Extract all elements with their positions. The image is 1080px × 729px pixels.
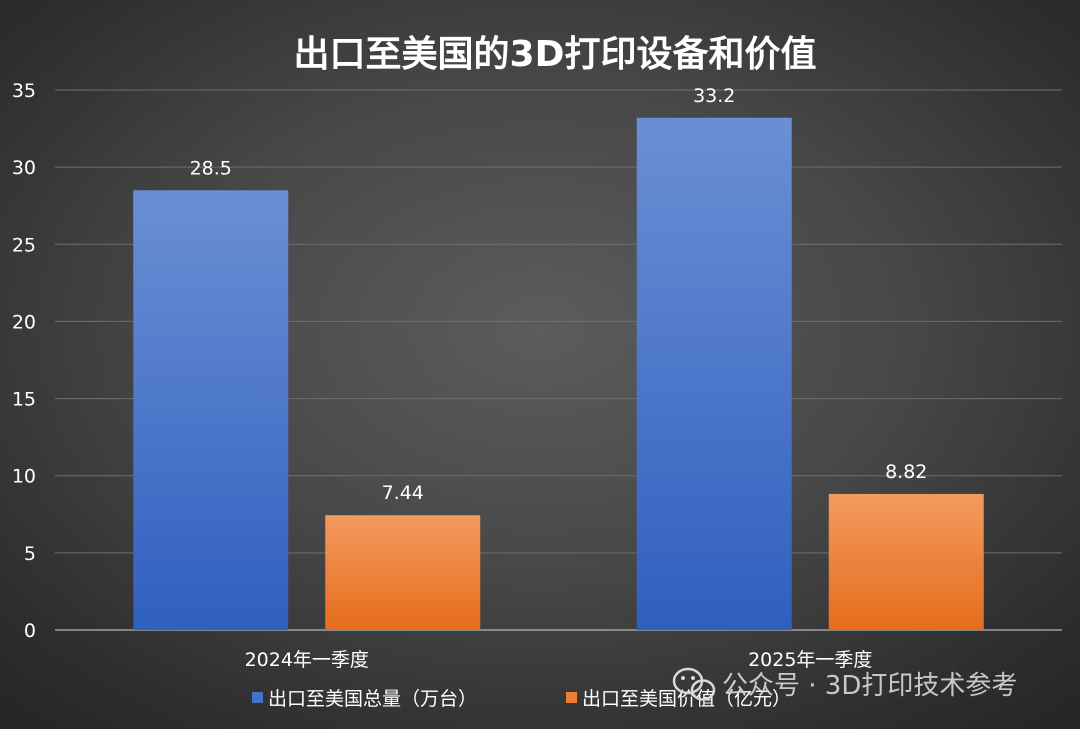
wechat-icon [672,667,716,701]
watermark: 公众号 · 3D打印技术参考 [672,667,1017,701]
y-tick-label: 5 [24,543,36,565]
legend-label: 出口至美国总量（万台） [268,688,477,710]
legend-label: 出口至美国价值（亿元） [582,688,791,710]
y-tick-label: 30 [12,157,36,179]
bar-volume [133,190,289,631]
y-tick-label: 35 [12,80,36,102]
data-labels: 28.5 7.44 33.2 8.82 [190,85,928,504]
legend: 出口至美国总量（万台） 出口至美国价值（亿元） [252,688,791,710]
data-label: 33.2 [693,85,735,107]
legend-swatch [566,692,577,703]
y-tick-label: 0 [24,620,36,642]
bars [133,117,984,631]
x-category-label: 2025年一季度 [748,649,872,671]
y-tick-label: 10 [12,466,36,488]
y-tick-label: 20 [12,311,36,333]
bar-value [325,515,481,630]
y-tick-label: 25 [12,234,36,256]
data-label: 8.82 [885,461,927,483]
data-label: 7.44 [382,482,424,504]
chart-title: 出口至美国的3D打印设备和价值 [294,34,817,75]
x-axis-categories: 2024年一季度 2025年一季度 [245,649,873,671]
bar-volume [636,117,792,631]
y-axis-ticks: 0 5 10 15 20 25 30 35 [12,80,36,642]
bar-value [828,493,984,630]
watermark-text: 公众号 · 3D打印技术参考 [722,671,1017,701]
data-label: 28.5 [190,157,232,179]
y-tick-label: 15 [12,389,36,411]
x-category-label: 2024年一季度 [245,649,369,671]
legend-swatch [252,692,263,703]
